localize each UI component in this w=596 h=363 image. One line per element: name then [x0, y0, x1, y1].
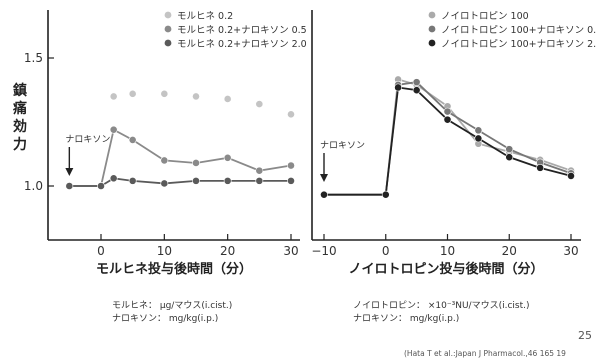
right-series-2-point	[474, 126, 483, 135]
right-series-3-point	[320, 190, 328, 199]
right-x-tick-label: 0	[382, 244, 390, 258]
left-series-3-point	[109, 174, 118, 183]
right-x-tick-label: 30	[563, 244, 578, 258]
right-legend-label-3: ノイロトロピン 100+ナロキソン 2.0	[441, 39, 596, 50]
right-series-2-point	[412, 78, 421, 87]
left-series-3-point	[128, 176, 137, 185]
left-series-3-point	[287, 176, 295, 185]
left-units-note-2: ナロキソン： mg/kg(i.p.)	[112, 314, 219, 324]
left-series-2-point	[287, 161, 295, 170]
left-series-3-point	[160, 179, 169, 188]
right-series-line-1	[324, 78, 572, 196]
right-units-note-2: ナロキソン： mg/kg(i.p.)	[353, 314, 460, 324]
left-legend-marker-2	[164, 25, 172, 33]
left-units-note: モルヒネ： μg/マウス(i.cist.) ナロキソン： mg/kg(i.p.)	[112, 300, 232, 326]
right-legend-marker-3	[428, 39, 436, 47]
right-legend-marker-1	[428, 11, 436, 19]
right-chart: −10 0 10 20 30 ノイロトロピン投与後時間（分） ナロキソン ノイロトロピン 10…	[311, 10, 596, 277]
left-series-1-point	[109, 92, 118, 101]
left-y-tick-label: 1.0	[24, 179, 43, 193]
right-series-line-2	[324, 81, 572, 196]
right-x-tick-label: 10	[440, 244, 455, 258]
right-x-tick-label: 20	[502, 244, 517, 258]
left-x-tick-label: 30	[283, 244, 298, 258]
left-y-tick-label: 1.5	[24, 51, 43, 65]
right-series-3-point	[474, 134, 483, 143]
left-legend-marker-1	[164, 11, 172, 19]
right-legend-label-2: ノイロトロピン 100+ナロキソン 0.5	[441, 25, 596, 36]
right-legend-label-1: ノイロトロピン 100	[441, 11, 529, 22]
left-y-axis-label: 力	[13, 136, 27, 153]
right-series-2-point	[505, 145, 514, 154]
right-series-3-point	[412, 86, 421, 95]
left-legend-marker-3	[164, 39, 172, 47]
left-series-2-point	[255, 166, 264, 175]
left-x-tick-label: 0	[97, 244, 105, 258]
left-y-axis-label: 痛	[12, 100, 27, 117]
left-legend-label-1: モルヒネ 0.2	[177, 11, 233, 22]
left-series-2-point	[192, 159, 200, 167]
left-x-tick-label: 20	[220, 244, 235, 258]
right-series-3-point	[381, 190, 390, 199]
left-series-2-point	[128, 136, 137, 144]
right-units-note: ノイロトロピン： ×10⁻³NU/マウス(i.cist.) ナロキソン： mg/…	[353, 300, 529, 326]
right-series-2-point	[443, 107, 452, 116]
right-series-3-point	[394, 83, 402, 92]
left-series-3-point	[255, 176, 264, 185]
citation: (Hata T et al.:Japan J Pharmacol.,46 165…	[404, 349, 566, 358]
left-series-1-point	[255, 100, 264, 108]
left-series-2-point	[223, 153, 232, 162]
page-number: 25	[578, 329, 592, 342]
right-units-note-1: ノイロトロピン： ×10⁻³NU/マウス(i.cist.)	[353, 301, 530, 311]
left-x-axis-label: モルヒネ投与後時間（分）	[96, 261, 252, 277]
left-y-axis-label: 鎮	[13, 82, 27, 99]
left-series-3-point	[192, 176, 200, 185]
left-naloxone-annotation: ナロキソン	[65, 134, 110, 145]
left-series-1-point	[287, 110, 295, 119]
right-x-axis-label: ノイロトロピン投与後時間（分）	[348, 261, 543, 277]
left-series-1-point	[223, 95, 232, 103]
left-series-1-point	[128, 89, 137, 98]
left-series-3-point	[65, 182, 74, 190]
left-series-1-point	[192, 92, 200, 101]
right-series-3-point	[536, 163, 545, 172]
right-x-tick-label: −10	[311, 244, 336, 258]
left-legend-label-2: モルヒネ 0.2+ナロキソン 0.5	[177, 25, 307, 36]
right-series-3-point	[505, 153, 514, 162]
right-series-3-point	[443, 115, 452, 124]
left-series-1-point	[160, 89, 169, 98]
right-series-3-point	[567, 172, 575, 180]
left-y-axis-label: 効	[13, 118, 27, 135]
left-legend-label-3: モルヒネ 0.2+ナロキソン 2.0	[177, 39, 307, 50]
left-series-2-point	[109, 125, 118, 134]
left-series-3-point	[97, 182, 105, 190]
right-legend-marker-2	[428, 25, 436, 33]
right-naloxone-arrow-head	[320, 174, 328, 182]
left-naloxone-arrow-head	[65, 168, 74, 176]
left-series-2-point	[160, 156, 169, 165]
left-series-3-point	[223, 176, 232, 185]
right-naloxone-annotation: ナロキソン	[320, 140, 365, 151]
left-x-tick-label: 10	[157, 244, 172, 258]
left-units-note-1: モルヒネ： μg/マウス(i.cist.)	[112, 301, 233, 311]
